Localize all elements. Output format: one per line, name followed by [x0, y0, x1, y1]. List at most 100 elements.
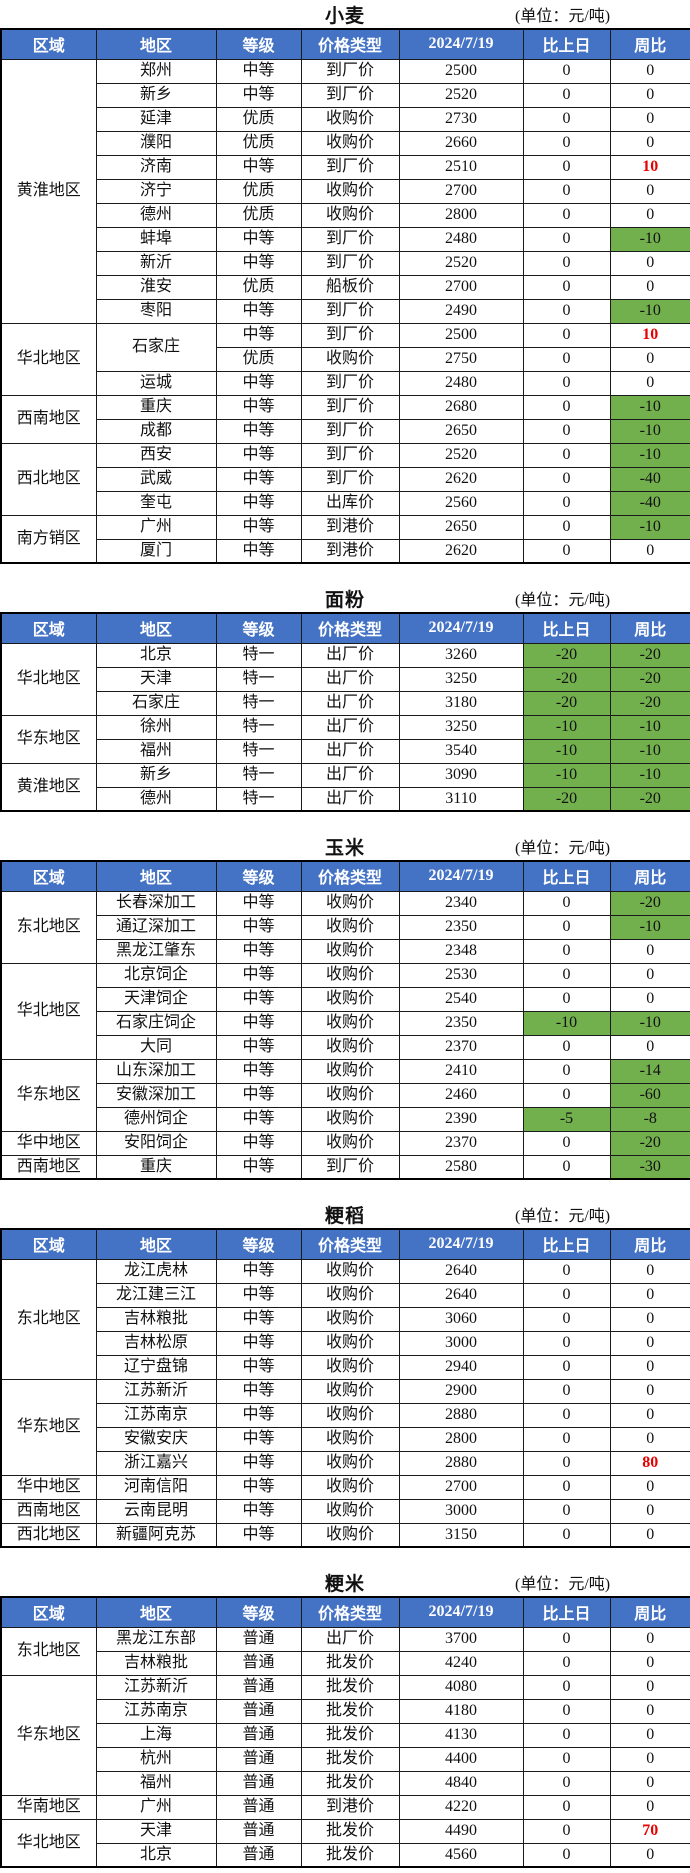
- japonica-paddy-title-row: 粳稻 (单位：元/吨): [0, 1200, 690, 1228]
- price-type-cell: 船板价: [300, 274, 400, 300]
- price-type-cell: 批发价: [300, 1674, 400, 1700]
- place-cell: 天津: [95, 666, 217, 692]
- price-cell: 2480: [398, 226, 524, 252]
- table-row: 华北地区 北京饲企 中等 收购价 2530 0 0: [0, 962, 690, 1060]
- price-cell: 2730: [398, 106, 524, 132]
- price-cell: 2800: [398, 1426, 524, 1452]
- price-cell: 4130: [398, 1722, 524, 1748]
- price-cell: 2620: [398, 466, 524, 492]
- day-change-cell: 0: [522, 1258, 611, 1284]
- price-cell: 3000: [398, 1330, 524, 1356]
- day-change-cell: 0: [522, 1498, 611, 1524]
- table-row: 优质 收购价 2750 0 0: [1, 346, 690, 372]
- grade-cell: 优质: [215, 202, 302, 228]
- grade-cell: 特一: [215, 738, 302, 764]
- header-row: 区域 地区 等级 价格类型 2024/7/19 比上日 周比: [0, 612, 690, 644]
- grade-cell: 中等: [215, 442, 302, 468]
- price-type-cell: 出厂价: [300, 642, 400, 668]
- price-type-cell: 收购价: [300, 130, 400, 156]
- table-row: 德州 特一 出厂价 3110 -20 -20: [1, 786, 690, 812]
- table-row: 黄淮地区 郑州 中等 到厂价 2500 0 0: [0, 58, 690, 324]
- day-change-cell: 0: [522, 1154, 611, 1180]
- table-row: 吉林粮批 中等 收购价 3060 0 0: [1, 1306, 690, 1332]
- column-header-0: 区域: [0, 28, 97, 60]
- column-header-4: 2024/7/19: [398, 28, 524, 60]
- column-header-2: 等级: [215, 1228, 302, 1260]
- place-cell: 济南: [95, 154, 217, 180]
- day-change-cell: 0: [522, 1674, 611, 1700]
- column-header-0: 区域: [0, 1596, 97, 1628]
- grade-cell: 特一: [215, 786, 302, 812]
- place-cell: 山东深加工: [95, 1058, 217, 1084]
- day-change-cell: 0: [522, 1474, 611, 1500]
- price-type-cell: 到厂价: [300, 154, 400, 180]
- column-header-2: 等级: [215, 860, 302, 892]
- week-change-cell: -10: [609, 514, 690, 540]
- day-change-cell: -10: [522, 714, 611, 740]
- grade-cell: 普通: [215, 1794, 302, 1820]
- region-cell: 华东地区: [0, 714, 97, 764]
- column-header-5: 比上日: [522, 612, 611, 644]
- flour-table-header: 区域 地区 等级 价格类型 2024/7/19 比上日 周比: [0, 612, 690, 644]
- week-change-cell: 0: [609, 202, 690, 228]
- table-row: 枣阳 中等 到厂价 2490 0 -10: [1, 298, 690, 324]
- place-cell: 广州: [95, 514, 217, 540]
- price-cell: 2880: [398, 1402, 524, 1428]
- price-type-cell: 收购价: [300, 1498, 400, 1524]
- day-change-cell: 0: [522, 962, 611, 988]
- table-row: 华南地区 广州 普通 到港价 4220 0 0: [0, 1794, 690, 1820]
- region-cell: 华北地区: [0, 1818, 97, 1868]
- price-type-cell: 收购价: [300, 1282, 400, 1308]
- place-cell: 龙江虎林: [95, 1258, 217, 1284]
- week-change-cell: -10: [609, 394, 690, 420]
- place-cell: 郑州: [95, 58, 217, 84]
- week-change-cell: 0: [609, 370, 690, 396]
- grade-cell: 中等: [215, 1378, 302, 1404]
- week-change-cell: 0: [609, 1402, 690, 1428]
- week-change-cell: 0: [609, 962, 690, 988]
- column-header-0: 区域: [0, 612, 97, 644]
- price-cell: 3250: [398, 666, 524, 692]
- place-cell: 新乡: [95, 762, 217, 788]
- grade-cell: 普通: [215, 1698, 302, 1724]
- price-cell: 2460: [398, 1082, 524, 1108]
- day-change-cell: 0: [522, 346, 611, 372]
- table-row: 福州 特一 出厂价 3540 -10 -10: [1, 738, 690, 764]
- day-change-cell: 0: [522, 1818, 611, 1844]
- day-change-cell: 0: [522, 418, 611, 444]
- day-change-cell: -5: [522, 1106, 611, 1132]
- week-change-cell: -10: [609, 762, 690, 788]
- grade-cell: 中等: [215, 250, 302, 276]
- column-header-5: 比上日: [522, 28, 611, 60]
- week-change-cell: 0: [609, 1794, 690, 1820]
- day-change-cell: 0: [522, 58, 611, 84]
- japonica-rice-table-section: 粳米 (单位：元/吨) 区域 地区 等级 价格类型 2024/7/19 比上日 周比 东北地…: [0, 1568, 690, 1868]
- day-change-cell: 0: [522, 1626, 611, 1652]
- grade-cell: 普通: [215, 1770, 302, 1796]
- region-cell: 华北地区: [0, 962, 97, 1060]
- price-type-cell: 收购价: [300, 938, 400, 964]
- price-type-cell: 出厂价: [300, 786, 400, 812]
- grade-cell: 普通: [215, 1842, 302, 1868]
- place-cell: 安阳饲企: [95, 1130, 217, 1156]
- grade-cell: 中等: [215, 394, 302, 420]
- price-type-cell: 收购价: [300, 1034, 400, 1060]
- place-cell: 西安: [95, 442, 217, 468]
- table-title-japonica-rice: 粳米: [324, 1573, 365, 1595]
- price-cell: 2540: [398, 986, 524, 1012]
- grade-cell: 普通: [215, 1722, 302, 1748]
- week-change-cell: 0: [609, 1474, 690, 1500]
- unit-label: (单位：元/吨): [515, 8, 611, 25]
- day-change-cell: 0: [522, 1354, 611, 1380]
- week-change-cell: -20: [609, 1130, 690, 1156]
- column-header-4: 2024/7/19: [398, 612, 524, 644]
- day-change-cell: 0: [522, 394, 611, 420]
- place-cell: 通辽深加工: [95, 914, 217, 940]
- corn-table-header: 区域 地区 等级 价格类型 2024/7/19 比上日 周比: [0, 860, 690, 892]
- region-cell: 西北地区: [0, 1522, 97, 1548]
- table-row: 安徽深加工 中等 收购价 2460 0 -60: [1, 1082, 690, 1108]
- price-cell: 2900: [398, 1378, 524, 1404]
- day-change-cell: -10: [522, 762, 611, 788]
- place-cell: 云南昆明: [95, 1498, 217, 1524]
- price-type-cell: 到厂价: [300, 1154, 400, 1180]
